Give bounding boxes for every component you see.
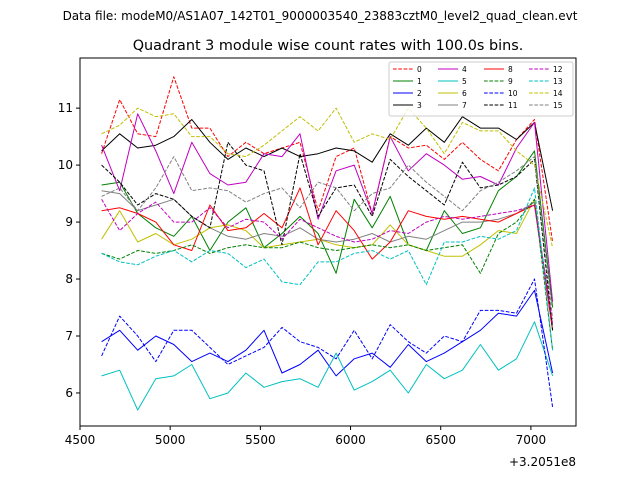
series-line-9 xyxy=(101,198,554,351)
legend-label-5: 5 xyxy=(462,77,467,86)
x-tick-label: 5500 xyxy=(245,433,276,447)
y-tick-label: 9 xyxy=(65,215,73,229)
suptitle: Data file: modeM0/AS1A07_142T01_90000035… xyxy=(63,9,578,23)
legend-label-3: 3 xyxy=(417,101,422,110)
y-tick-label: 7 xyxy=(65,329,73,343)
y-tick-label: 10 xyxy=(58,158,73,172)
series-line-1 xyxy=(101,150,554,308)
legend-label-8: 8 xyxy=(508,65,513,74)
series-line-11 xyxy=(101,141,554,331)
legend-label-6: 6 xyxy=(462,89,467,98)
series-line-14 xyxy=(101,107,554,248)
series-line-5 xyxy=(101,321,554,411)
legend-label-14: 14 xyxy=(553,89,563,98)
legend-label-10: 10 xyxy=(508,89,518,98)
legend-label-2: 2 xyxy=(417,89,422,98)
y-tick-label: 8 xyxy=(65,272,73,286)
x-offset-text: +3.2051e8 xyxy=(509,455,576,469)
chart-title: Quadrant 3 module wise count rates with … xyxy=(133,38,524,54)
series-layer xyxy=(101,76,554,411)
series-line-6 xyxy=(101,198,554,331)
series-line-13 xyxy=(101,187,554,351)
legend-label-9: 9 xyxy=(508,77,513,86)
legend-frame xyxy=(388,61,574,117)
legend-label-11: 11 xyxy=(508,101,518,110)
series-line-2 xyxy=(101,289,554,377)
series-line-8 xyxy=(101,187,554,331)
plot-frame xyxy=(79,57,577,427)
series-line-4 xyxy=(101,113,554,302)
x-tick-label: 7000 xyxy=(516,433,547,447)
series-line-7 xyxy=(101,190,554,325)
x-tick-label: 4500 xyxy=(65,433,96,447)
legend-label-15: 15 xyxy=(553,101,563,110)
legend-label-1: 1 xyxy=(417,77,422,86)
legend-label-12: 12 xyxy=(553,65,563,74)
legend-label-4: 4 xyxy=(462,65,467,74)
legend-label-13: 13 xyxy=(553,77,563,86)
x-tick-label: 6500 xyxy=(425,433,456,447)
series-line-12 xyxy=(101,199,554,325)
series-line-0 xyxy=(101,76,554,243)
legend-label-0: 0 xyxy=(417,65,422,74)
legend-label-7: 7 xyxy=(462,101,467,110)
x-tick-label: 5000 xyxy=(155,433,186,447)
series-line-10 xyxy=(101,278,554,408)
series-line-15 xyxy=(101,156,554,319)
y-tick-label: 6 xyxy=(65,386,73,400)
series-line-3 xyxy=(101,116,554,211)
tick-layer: 4500 5000 5500 6000 6500 7000 6 7 8 9 10 11 xyxy=(58,101,546,447)
x-tick-label: 6000 xyxy=(335,433,366,447)
y-tick-label: 11 xyxy=(58,101,73,115)
